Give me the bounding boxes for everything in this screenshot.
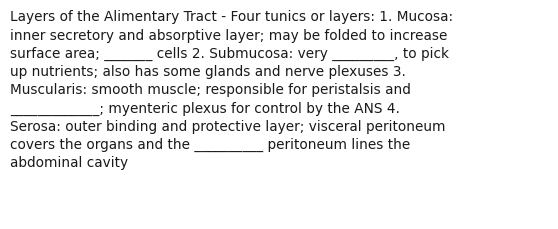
- Text: Layers of the Alimentary Tract - Four tunics or layers: 1. Mucosa:
inner secreto: Layers of the Alimentary Tract - Four tu…: [10, 10, 453, 169]
